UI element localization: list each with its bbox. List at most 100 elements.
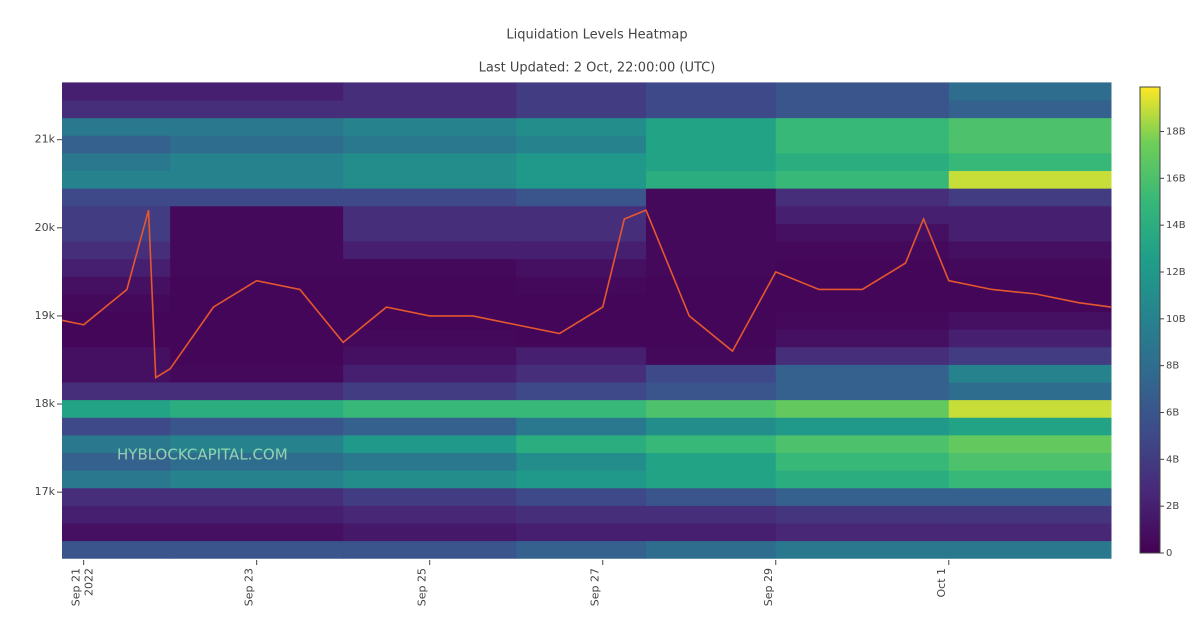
heat-cell — [516, 329, 647, 348]
heat-cell — [343, 100, 517, 119]
heat-cell — [775, 329, 950, 348]
heat-cell — [775, 223, 950, 242]
heat-cell — [62, 540, 171, 559]
heat-cell — [343, 293, 517, 313]
heat-cell — [645, 470, 777, 489]
price-line — [61, 209, 1112, 379]
heat-cell — [62, 346, 171, 365]
heat-cell — [775, 434, 950, 453]
heat-cell — [170, 117, 344, 136]
heat-cell — [948, 487, 1112, 506]
heat-cell — [62, 329, 171, 348]
heat-cell — [645, 276, 777, 295]
chart-title: Liquidation Levels Heatmap — [506, 28, 687, 43]
heat-cell — [62, 417, 171, 436]
heat-cell — [62, 205, 171, 224]
heat-cell — [775, 293, 950, 313]
colorbar-tick-label: 6B — [1166, 407, 1179, 418]
heat-cell — [645, 258, 777, 277]
heat-cell — [516, 522, 647, 542]
heat-cell — [343, 205, 517, 224]
colorbar-tick-label: 8B — [1166, 361, 1179, 372]
heat-cell — [516, 100, 647, 119]
heat-cell — [170, 434, 344, 453]
x-tick-label: Oct 1 — [935, 568, 948, 598]
heat-cell — [516, 241, 647, 260]
heat-cell — [775, 311, 950, 330]
heat-cell — [170, 223, 344, 242]
heat-cell — [62, 100, 171, 119]
heat-cell — [948, 470, 1112, 489]
heat-cell — [343, 188, 517, 207]
heat-cell — [343, 258, 517, 277]
heat-cell — [948, 522, 1112, 542]
heat-cell — [948, 170, 1112, 189]
heat-cell — [343, 329, 517, 348]
heat-cell — [516, 276, 647, 295]
heat-cell — [343, 399, 517, 418]
heat-cell — [62, 152, 171, 172]
heat-cell — [516, 452, 647, 471]
heat-cell — [645, 434, 777, 453]
heat-cell — [645, 100, 777, 119]
heat-cell — [948, 329, 1112, 348]
heat-cell — [645, 346, 777, 365]
heat-cell — [343, 487, 517, 506]
heat-cell — [516, 505, 647, 524]
heat-cell — [645, 417, 777, 436]
heat-cell — [343, 170, 517, 189]
colorbar — [1139, 86, 1161, 554]
heat-cell — [645, 311, 777, 330]
heat-cell — [948, 258, 1112, 277]
heat-cell — [948, 135, 1112, 154]
heat-cell — [516, 117, 647, 136]
heat-cell — [62, 258, 171, 277]
heat-cell — [170, 241, 344, 260]
heat-cell — [948, 452, 1112, 471]
heat-cell — [948, 382, 1112, 401]
heat-cell — [775, 399, 950, 418]
heat-cell — [775, 152, 950, 172]
heat-cell — [775, 276, 950, 295]
heat-cell — [645, 487, 777, 506]
heat-cell — [170, 540, 344, 559]
watermark: HYBLOCKCAPITAL.COM — [117, 446, 288, 464]
heat-cell — [62, 223, 171, 242]
heat-cell — [516, 364, 647, 383]
heat-cell — [62, 364, 171, 383]
heat-cell — [170, 258, 344, 277]
heat-cell — [170, 470, 344, 489]
heat-cell — [516, 417, 647, 436]
x-year-label: 2022 — [83, 568, 96, 596]
heat-cell — [516, 293, 647, 313]
heat-cell — [170, 311, 344, 330]
heat-cell — [62, 452, 171, 471]
heat-cell — [343, 117, 517, 136]
heat-cell — [62, 293, 171, 313]
heat-cell — [516, 346, 647, 365]
heat-cell — [62, 434, 171, 453]
heat-cell — [645, 452, 777, 471]
heat-cell — [62, 470, 171, 489]
heat-cell — [170, 135, 344, 154]
heat-cell — [645, 540, 777, 559]
heat-cell — [948, 364, 1112, 383]
heat-cell — [645, 382, 777, 401]
heat-cell — [62, 311, 171, 330]
heat-cell — [62, 487, 171, 506]
heat-cell — [775, 258, 950, 277]
heat-cell — [516, 487, 647, 506]
heat-cell — [645, 170, 777, 189]
heat-cell — [645, 152, 777, 172]
heat-cell — [645, 364, 777, 383]
heat-cell — [516, 399, 647, 418]
heat-cell — [775, 382, 950, 401]
heat-cell — [62, 188, 171, 207]
heat-cell — [948, 346, 1112, 365]
heat-cell — [62, 522, 171, 542]
heat-cell — [516, 223, 647, 242]
heat-cell — [170, 487, 344, 506]
heat-cell — [948, 188, 1112, 207]
heat-cell — [62, 399, 171, 418]
heat-cell — [62, 82, 171, 101]
